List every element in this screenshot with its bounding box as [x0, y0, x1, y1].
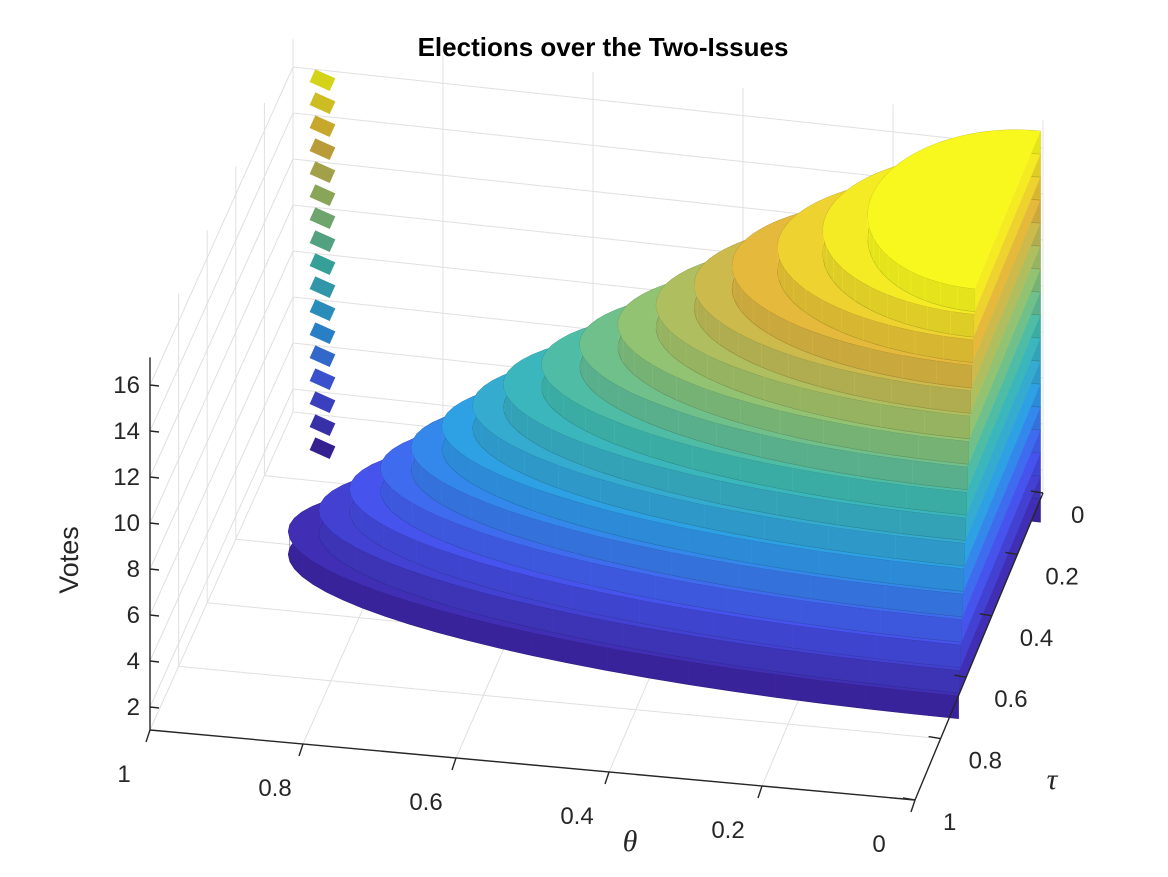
x-tick-label: 0.8: [258, 775, 291, 802]
y-tick-label: 1: [943, 809, 956, 836]
z-tick-label: 10: [113, 510, 140, 537]
surface-wall-segment: [309, 115, 336, 138]
surface-wall-segment: [309, 184, 336, 207]
y-axis-label: τ: [1047, 763, 1059, 796]
y-tick-label: 0.8: [969, 748, 1002, 775]
surface-wall-segment: [309, 138, 336, 161]
z-axis-label: Votes: [54, 526, 84, 594]
surface-wall-segment: [309, 207, 336, 230]
surface-wall-segment: [309, 69, 336, 92]
surface-wall-segment: [309, 161, 336, 184]
surface-wall-segment: [309, 414, 336, 437]
x-axis-label: θ: [623, 825, 638, 858]
surface-wall-segment: [309, 345, 336, 368]
x-tick-label: 0.2: [711, 817, 744, 844]
surface-wall-segment: [309, 437, 336, 460]
surface-steps: [287, 69, 1041, 719]
surface-wall-segment: [309, 253, 336, 276]
x-tick-label: 0: [872, 831, 885, 858]
x-tick-label: 0.4: [560, 803, 593, 830]
z-tick-label: 16: [113, 372, 140, 399]
z-tick-label: 2: [127, 694, 140, 721]
y-tick-label: 0.2: [1045, 563, 1078, 590]
chart-title: Elections over the Two-Issues: [418, 32, 789, 62]
y-tick-label: 0: [1071, 502, 1084, 529]
surface-wall-segment: [309, 391, 336, 414]
axes: [145, 357, 1044, 813]
x-tick-label: 1: [117, 761, 130, 788]
z-tick-label: 8: [127, 556, 140, 583]
surface-wall-segment: [309, 230, 336, 253]
tick-labels: 2 4 6 8 10 12 14 16 1 0.8 0.6 0.4 0.2 0 0 0.2 0.4 0.6 0.8 1: [113, 372, 1084, 858]
y-tick-label: 0.4: [1020, 625, 1053, 652]
z-tick-label: 14: [113, 418, 140, 445]
y-tick-label: 0.6: [994, 686, 1027, 713]
surface-wall-segment: [309, 299, 336, 322]
x-tick-label: 0.6: [409, 789, 442, 816]
surface-wall-segment: [309, 92, 336, 115]
surface-step-top: [867, 129, 1041, 289]
z-tick-label: 12: [113, 464, 140, 491]
surface-wall-segment: [309, 322, 336, 345]
surface-wall-segment: [309, 368, 336, 391]
z-tick-label: 6: [127, 602, 140, 629]
z-tick-label: 4: [127, 648, 140, 675]
surface-wall-segment: [309, 276, 336, 299]
